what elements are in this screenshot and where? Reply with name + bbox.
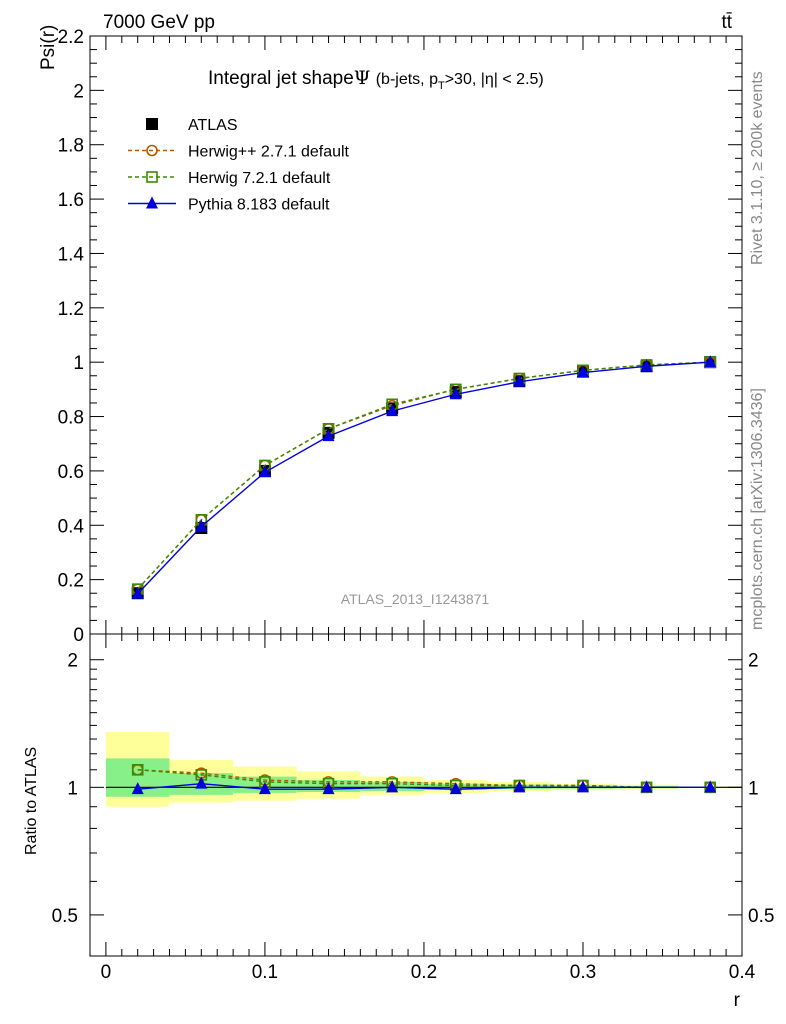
ratio-y-tick-label: 0.5	[52, 906, 78, 927]
series-pythia-8-183-default-point	[386, 404, 399, 417]
y-tick-label: 1.2	[58, 299, 84, 320]
y-tick-label: 2	[73, 81, 84, 102]
ratio-pythia-8-183-default-point	[258, 782, 271, 795]
y-tick-label: 1	[73, 353, 84, 374]
ratio-y-tick-label-right: 1	[748, 778, 759, 799]
series-pythia-8-183-default-line	[137, 361, 711, 595]
ratio-pythia-8-183-default-point	[322, 782, 335, 795]
energy-label: 7000 GeV pp	[103, 12, 215, 33]
ratio-pythia-8-183-default-point	[131, 782, 144, 795]
ratio-pythia-8-183-default-point	[576, 780, 589, 793]
y-tick-label: 0.6	[58, 462, 84, 483]
ratio-y-tick-label-right: 0.5	[748, 906, 774, 927]
ratio-herwig-7-2-1-default-line	[137, 769, 711, 789]
x-tick-label: 0.3	[570, 962, 596, 983]
y-tick-label: 1.6	[58, 190, 84, 211]
ratio-pythia-8-183-default-point	[513, 780, 526, 793]
source-label: mcplots.cern.ch [arXiv:1306.3436]	[749, 388, 766, 630]
legend-herwig-2-7-1-default-marker	[146, 144, 158, 157]
legend-herwig-7-2-1-default-label: Herwig 7.2.1 default	[188, 170, 331, 187]
x-tick-label: 0.4	[729, 962, 756, 983]
legend-atlas-marker	[146, 118, 158, 130]
series-pythia-8-183-default-point	[640, 359, 653, 372]
series-pythia-8-183-default-point	[322, 429, 335, 442]
ratio-y-tick-label-right: 2	[748, 651, 759, 672]
series-pythia-8-183-default-point	[513, 374, 526, 387]
x-tick-label: 0.1	[252, 962, 278, 983]
ratio-panel: 0.5 0.5 1 1 2 2 0 0.1 0.2 0.3 0.4 Ratio to ATLAS r	[23, 633, 774, 1011]
ratio-pythia-8-183-default-point	[704, 780, 717, 793]
series-pythia-8-183-default-point	[258, 465, 271, 478]
main-ylabel: Psi(r)	[38, 25, 59, 70]
series-pythia-8-183-default-point	[704, 355, 717, 368]
ratio-pythia-8-183-default-line	[137, 782, 711, 790]
legend-pythia-8-183-default-label: Pythia 8.183 default	[188, 197, 330, 214]
legend: ATLAS Herwig++ 2.7.1 default Herwig 7.2.1 …	[128, 117, 350, 214]
series-pythia-8-183-default-point	[576, 365, 589, 378]
x-axis-label: r	[734, 990, 741, 1011]
ratio-pythia-8-183-default-point	[386, 780, 399, 793]
ratio-frame	[89, 633, 743, 957]
ratio-ylabel: Ratio to ATLAS	[23, 747, 40, 855]
x-tick-label: 0	[101, 962, 112, 983]
ratio-y-tick-label: 2	[67, 651, 78, 672]
x-tick-label: 0.2	[411, 962, 437, 983]
rivet-label: Rivet 3.1.10, ≥ 200k events	[749, 71, 766, 265]
main-panel: 0 0.2 0.4 0.6 0.8 1 1.2 1.4 1.6 1.8 2 2.2 Psi(r) In…	[38, 25, 743, 646]
ratio-herwig-7-2-1-default-point	[131, 763, 144, 776]
series-pythia-8-183-default-point	[195, 519, 208, 532]
y-tick-label: 0	[73, 625, 84, 646]
ratio-y-tick-label: 1	[67, 778, 78, 799]
main-title: Integral jet shapeΨ (b-jets, pT>30, |η| …	[208, 67, 544, 92]
legend-atlas-label: ATLAS	[188, 117, 238, 134]
ratio-pythia-8-183-default-point	[640, 780, 653, 793]
series-pythia-8-183-default-point	[449, 387, 462, 400]
legend-herwig-7-2-1-default-marker	[146, 171, 158, 183]
y-tick-label: 0.2	[58, 571, 84, 592]
series-pythia-8-183-default-point	[131, 586, 144, 599]
series-herwig-7-2-1-default-line	[137, 361, 711, 590]
y-tick-label: 0.4	[58, 516, 85, 537]
y-tick-label: 1.8	[58, 136, 84, 157]
y-tick-label: 0.8	[58, 408, 84, 429]
ratio-pythia-8-183-default-point	[195, 776, 208, 789]
legend-herwig-2-7-1-default-label: Herwig++ 2.7.1 default	[188, 144, 350, 161]
legend-pythia-8-183-default-marker	[146, 196, 158, 209]
y-tick-label: 1.4	[58, 244, 85, 265]
process-label: tt̄	[721, 12, 732, 33]
y-tick-label: 2.2	[58, 27, 84, 48]
watermark: ATLAS_2013_I1243871	[341, 591, 490, 607]
ratio-pythia-8-183-default-point	[449, 782, 462, 795]
